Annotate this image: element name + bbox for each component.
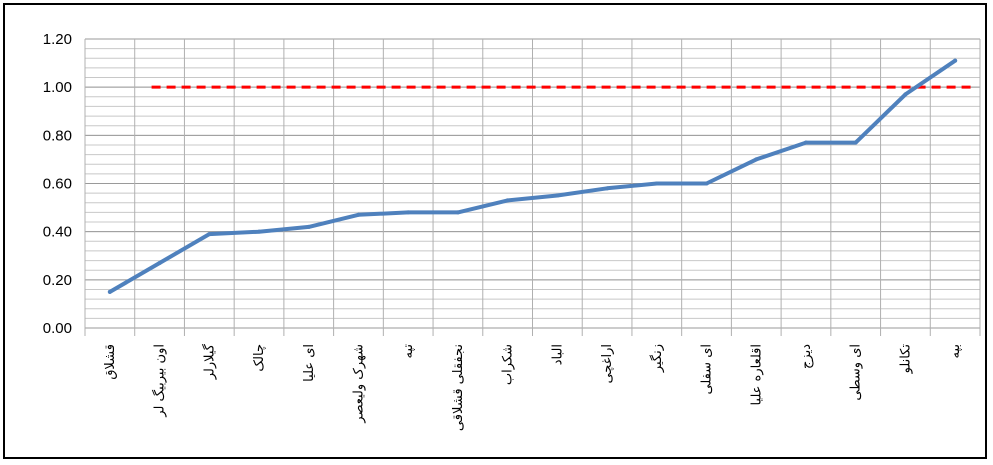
x-category-label: تکانلو — [898, 344, 913, 375]
y-tick-label: 0.80 — [43, 127, 72, 144]
y-tick-label: 0.60 — [43, 176, 72, 193]
data-point — [605, 186, 610, 191]
y-tick-label: 0.40 — [43, 224, 72, 241]
data-point — [406, 210, 411, 215]
x-category-label: تپه — [401, 344, 416, 359]
x-category-label: اى وسطى — [849, 344, 864, 401]
data-point — [853, 140, 858, 145]
vertical-gridlines — [84, 39, 981, 336]
data-point — [654, 181, 659, 186]
x-category-label: قشلاق — [103, 344, 118, 380]
y-tick-label: 0.00 — [43, 320, 72, 337]
series-layer — [107, 58, 958, 294]
x-category-label: زنگير — [649, 344, 665, 373]
data-point — [306, 224, 311, 229]
data-point — [257, 229, 262, 234]
chart-frame: 0.00 0.20 0.40 0.60 0.80 1.00 1.20 قشلاق اون بي… — [3, 3, 987, 459]
x-category-label: اراغچى — [600, 344, 615, 384]
y-tick-label: 1.00 — [43, 79, 72, 96]
data-point — [505, 198, 510, 203]
data-point — [107, 289, 112, 294]
data-point — [555, 193, 560, 198]
y-axis-tick-labels: 0.00 0.20 0.40 0.60 0.80 1.00 1.20 — [43, 31, 72, 337]
y-tick-label: 1.20 — [43, 31, 72, 48]
x-category-label: چالک — [252, 344, 267, 372]
x-category-label: اى سفلى — [700, 344, 715, 395]
x-category-label: گيلارلر — [201, 343, 217, 380]
x-category-label: شهرک وليعصر — [351, 344, 366, 424]
data-point — [157, 260, 162, 265]
x-category-label: نجفقلى قشلاقى — [451, 344, 466, 431]
data-point — [903, 92, 908, 97]
y-tick-label: 0.20 — [43, 272, 72, 289]
data-point — [356, 212, 361, 217]
data-point — [754, 157, 759, 162]
x-category-label: الباد — [550, 344, 565, 365]
data-point — [207, 232, 212, 237]
x-category-label: اون بيربيگ لر — [152, 344, 168, 418]
x-axis-category-labels: قشلاق اون بيربيگ لر گيلارلر چالک اى عليا شهرک… — [103, 343, 963, 431]
x-category-label: اقلعاره عليا — [749, 344, 764, 406]
data-point — [455, 210, 460, 215]
data-point — [953, 58, 958, 63]
data-point — [704, 181, 709, 186]
x-category-label: بپه — [948, 344, 963, 359]
x-category-label: شکراب — [501, 344, 516, 385]
x-category-label: اى عليا — [302, 344, 317, 382]
data-point — [803, 140, 808, 145]
line-chart: 0.00 0.20 0.40 0.60 0.80 1.00 1.20 قشلاق اون بي… — [43, 31, 981, 431]
series-line — [107, 58, 958, 294]
x-category-label: دیزج — [799, 344, 814, 369]
